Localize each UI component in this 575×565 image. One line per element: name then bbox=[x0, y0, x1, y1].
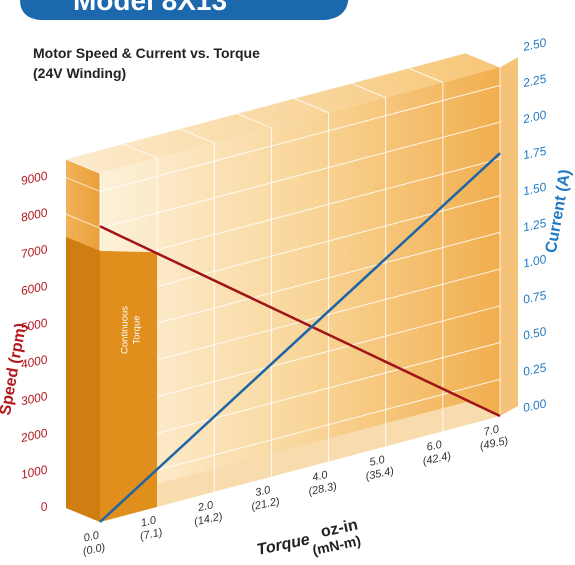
right-side-wall bbox=[500, 57, 518, 416]
torque-tick-primary: 4.0 bbox=[311, 469, 329, 484]
torque-tick-secondary: (21.2) bbox=[250, 495, 281, 513]
banner-title: Model 8X13 bbox=[73, 0, 227, 16]
torque-tick-primary: 6.0 bbox=[426, 439, 444, 454]
speed-gridline bbox=[99, 84, 501, 192]
side-gridline bbox=[65, 176, 101, 192]
torque-axis-title-group: Torque bbox=[255, 531, 311, 559]
speed-gridline bbox=[99, 305, 501, 413]
torque-tick: 4.0(28.3) bbox=[307, 469, 338, 498]
torque-unit-group: oz-in (mN-m) bbox=[311, 517, 362, 559]
current-line bbox=[99, 152, 501, 523]
speed-tick-label: 4000 bbox=[20, 352, 49, 371]
top-gridline bbox=[294, 98, 329, 114]
speed-tick-label: 7000 bbox=[20, 242, 49, 261]
speed-line bbox=[99, 225, 501, 418]
continuous-label-group: Continuous Torque bbox=[119, 306, 142, 354]
current-tick-label: 2.25 bbox=[521, 71, 548, 90]
torque-tick: 1.0(7.1) bbox=[139, 514, 164, 543]
torque-tick: 3.0(21.2) bbox=[250, 484, 281, 513]
chart-title: Motor Speed & Current vs. Torque bbox=[33, 45, 260, 61]
speed-tick-label: 1000 bbox=[20, 462, 49, 481]
torque-tick: 7.0(49.5) bbox=[479, 423, 510, 453]
speed-gridline bbox=[99, 378, 501, 486]
current-tick-label: 2.00 bbox=[521, 108, 548, 127]
speed-tick-label: 8000 bbox=[20, 205, 49, 224]
torque-tick-labels: 0.0(0.0) 1.0(7.1) 2.0(14.2) 3.0(21.2) 4.0(28… bbox=[82, 423, 510, 558]
continuous-region-side bbox=[66, 236, 100, 522]
torque-tick-secondary: (49.5) bbox=[479, 435, 510, 453]
torque-tick: 2.0(14.2) bbox=[193, 499, 224, 529]
floor bbox=[66, 402, 500, 522]
current-axis-title: Current (A) bbox=[543, 168, 574, 254]
speed-tick-label: 5000 bbox=[20, 316, 49, 335]
torque-tick-secondary: (42.4) bbox=[422, 450, 453, 468]
top-gridline bbox=[408, 67, 444, 83]
torque-tick-secondary: (0.0) bbox=[82, 541, 107, 558]
chart-subtitle: (24V Winding) bbox=[33, 65, 126, 81]
current-tick-label: 0.50 bbox=[522, 324, 548, 343]
current-tick-label: 1.75 bbox=[522, 144, 548, 163]
speed-gridline bbox=[99, 342, 501, 450]
torque-tick-primary: 0.0 bbox=[83, 529, 101, 544]
speed-tick-label: 2000 bbox=[19, 426, 49, 446]
torque-tick-secondary: (35.4) bbox=[364, 465, 395, 483]
top-gridline bbox=[465, 52, 501, 68]
current-tick-label: 0.00 bbox=[522, 396, 548, 415]
banner-shape bbox=[20, 0, 349, 20]
speed-gridline bbox=[99, 231, 501, 339]
speed-tick-label: 9000 bbox=[20, 169, 49, 188]
continuous-label-line2: Torque bbox=[131, 315, 142, 344]
top-slab bbox=[66, 53, 500, 174]
continuous-region-face bbox=[100, 250, 158, 522]
current-tick-label: 0.25 bbox=[522, 360, 548, 379]
speed-tick-label: 6000 bbox=[20, 279, 49, 298]
current-tick-label: 0.75 bbox=[522, 288, 548, 307]
torque-tick: 6.0(42.4) bbox=[422, 439, 453, 468]
top-gridline bbox=[180, 128, 215, 144]
torque-tick: 0.0(0.0) bbox=[82, 529, 107, 558]
speed-tick-label: 0 bbox=[39, 499, 49, 514]
current-tick-label: 1.00 bbox=[522, 252, 548, 271]
top-gridline bbox=[351, 83, 386, 98]
current-tick-label: 1.25 bbox=[522, 216, 548, 235]
current-tick-label: 2.50 bbox=[521, 35, 548, 54]
torque-tick-primary: 5.0 bbox=[368, 454, 386, 469]
torque-tick: 5.0(35.4) bbox=[364, 454, 395, 483]
torque-axis-title: Torque bbox=[255, 531, 311, 559]
top-gridline bbox=[237, 113, 272, 129]
continuous-label-line1: Continuous bbox=[119, 306, 130, 354]
series-lines bbox=[99, 152, 501, 523]
speed-tick-label: 3000 bbox=[20, 389, 49, 408]
torque-tick-secondary: (14.2) bbox=[193, 511, 224, 529]
torque-tick-primary: 1.0 bbox=[140, 514, 158, 529]
speed-tick-labels: 0 1000 2000 3000 4000 5000 6000 7000 8000 9000 bbox=[19, 169, 49, 515]
top-gridline bbox=[65, 158, 101, 174]
back-wall bbox=[100, 67, 500, 522]
current-tick-labels: 0.00 0.25 0.50 0.75 1.00 1.25 1.50 1.75 2.00 2.25… bbox=[521, 35, 548, 415]
torque-tick-secondary: (28.3) bbox=[307, 480, 338, 498]
speed-gridline bbox=[99, 121, 501, 229]
current-tick-label: 1.50 bbox=[522, 180, 548, 199]
torque-tick-primary: 3.0 bbox=[254, 484, 272, 499]
torque-tick-secondary: (7.1) bbox=[139, 526, 164, 543]
continuous-torque-region: Continuous Torque bbox=[66, 236, 158, 522]
torque-tick-primary: 2.0 bbox=[196, 499, 215, 514]
torque-tick-primary: 7.0 bbox=[483, 423, 501, 438]
side-gridline bbox=[65, 213, 101, 229]
top-gridline bbox=[122, 143, 158, 159]
torque-unit-secondary: (mN-m) bbox=[311, 532, 362, 558]
model-banner: Model 8X13 bbox=[20, 0, 349, 20]
speed-gridline bbox=[99, 158, 501, 266]
